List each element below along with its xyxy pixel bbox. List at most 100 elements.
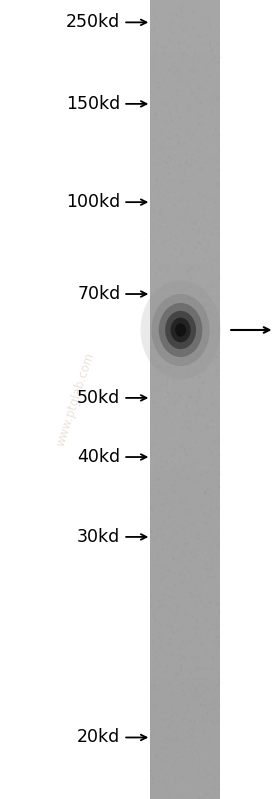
Bar [150,369,220,373]
Bar [150,321,220,325]
Bar [150,785,220,789]
Bar [150,732,220,735]
Bar [150,127,220,130]
Bar [150,377,220,381]
Bar [150,149,220,152]
Bar [150,77,220,80]
Bar [150,596,220,599]
Bar [150,135,220,138]
Bar [150,617,220,621]
Bar [150,276,220,280]
Bar [150,175,220,178]
Bar [150,524,220,527]
Bar [150,181,220,184]
Bar [150,740,220,743]
Bar [150,590,220,594]
Bar [150,545,220,549]
Bar [150,436,220,439]
Bar [150,513,220,517]
Bar [150,484,220,487]
Bar [150,327,220,330]
Bar [150,313,220,317]
Bar [150,449,220,453]
Bar [150,47,220,50]
Bar [150,311,220,314]
Bar [150,353,220,357]
Bar [150,271,220,274]
Bar [150,79,220,82]
Bar [150,726,220,729]
Bar [150,308,220,312]
Bar [150,455,220,458]
Bar [150,193,220,197]
Bar [150,766,220,769]
Bar [150,29,220,32]
Bar [150,676,220,679]
Bar [150,588,220,591]
Bar [150,553,220,557]
Bar [150,141,220,144]
Bar [150,409,220,413]
Bar [150,580,220,583]
Text: 150kd: 150kd [66,95,120,113]
Bar [150,441,220,445]
Bar [150,665,220,669]
Bar [150,532,220,535]
Bar [150,197,220,200]
Bar [150,215,220,218]
Bar [150,284,220,288]
Bar [150,335,220,338]
Bar [150,89,220,93]
Bar [150,678,220,682]
Bar [150,630,220,634]
Bar [150,543,220,546]
Bar [150,380,220,384]
Bar [150,191,220,194]
Bar [150,74,220,78]
Bar [150,345,220,349]
Bar [150,444,220,447]
Bar [150,689,220,693]
Bar [150,489,220,493]
Bar [150,761,220,765]
Text: 30kd: 30kd [77,528,120,546]
Bar [150,646,220,650]
Bar [150,700,220,703]
Bar [150,121,220,125]
Bar [150,111,220,114]
Bar [150,782,220,785]
Bar [150,734,220,737]
Bar [150,297,220,301]
Bar [150,223,220,226]
Bar [150,654,220,658]
Bar [150,457,220,461]
Bar [150,252,220,256]
Bar [150,229,220,232]
Bar [150,476,220,479]
Bar [150,559,220,562]
Bar [150,777,220,781]
Bar [150,423,220,426]
Bar [150,289,220,293]
Bar [150,129,220,133]
Bar [150,753,220,757]
Bar [150,189,220,192]
Bar [150,540,220,543]
Bar [150,460,220,463]
Bar [150,21,220,24]
Bar [150,316,220,320]
Bar [150,231,220,234]
Bar [150,548,220,551]
Bar [150,404,220,407]
Bar [150,479,220,482]
Bar [150,748,220,751]
Bar [150,137,220,141]
Bar [150,361,220,365]
Bar [150,388,220,392]
Bar [150,641,220,645]
Bar [150,303,220,306]
Bar [150,337,220,341]
Bar [150,87,220,90]
Bar [150,710,220,714]
Bar [150,697,220,701]
